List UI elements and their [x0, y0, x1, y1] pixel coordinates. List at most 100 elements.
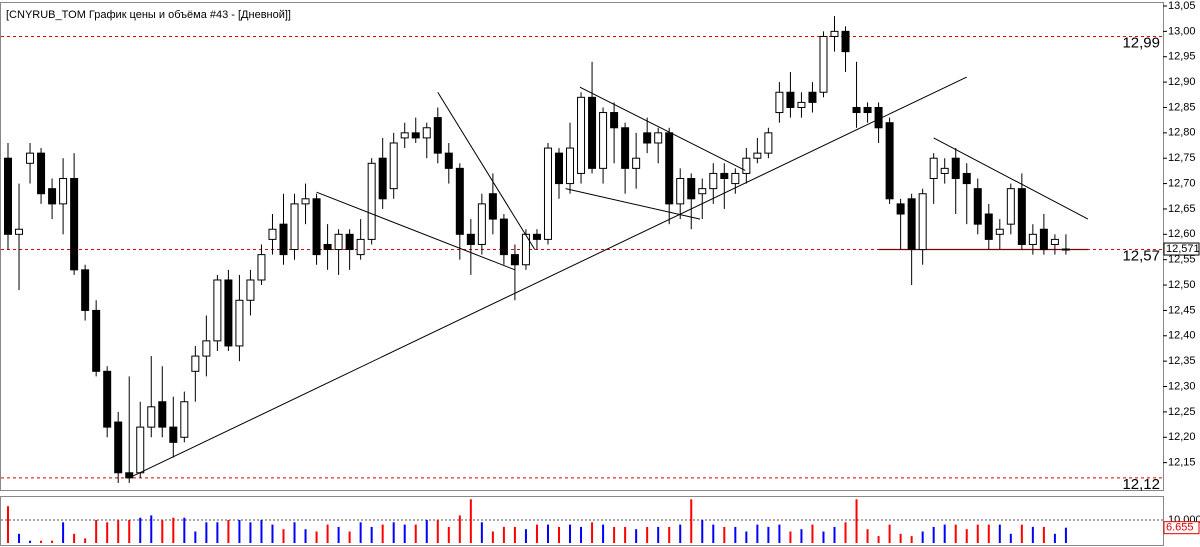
volume-bar — [51, 540, 54, 543]
volume-bar — [403, 524, 406, 543]
volume-bar — [734, 526, 737, 543]
candle-body — [246, 279, 255, 301]
candle-body — [797, 101, 806, 108]
candle-body — [422, 127, 431, 139]
volume-bar — [1042, 526, 1045, 543]
candle-body — [610, 112, 619, 129]
candle-body — [566, 147, 575, 185]
title-bg — [3, 7, 285, 23]
candle-body — [962, 172, 971, 185]
volume-bar — [580, 526, 583, 543]
volume-bar — [635, 529, 638, 543]
candle-body — [577, 96, 586, 174]
candle-body — [411, 132, 420, 139]
volume-bar — [469, 499, 472, 543]
volume-bar — [921, 531, 924, 543]
volume-bar — [767, 526, 770, 543]
y-tick-label: 12,20 — [1168, 431, 1196, 443]
volume-bar — [778, 524, 781, 543]
trendline — [933, 137, 1089, 220]
volume-bar — [425, 520, 428, 543]
candle-body — [984, 213, 993, 240]
candle-body — [279, 223, 288, 256]
candle-body — [312, 198, 321, 256]
volume-bar — [866, 529, 869, 543]
volume-bar — [1064, 527, 1067, 543]
volume-bar — [998, 524, 1001, 543]
volume-bar — [800, 529, 803, 543]
y-tick-label: 12,80 — [1168, 127, 1196, 139]
volume-bar — [811, 524, 814, 543]
candle-body — [896, 203, 905, 215]
candle-body — [599, 112, 608, 169]
candle-body — [808, 91, 817, 103]
candle-body — [477, 203, 486, 245]
volume-bar — [117, 520, 120, 543]
candle-body — [1028, 233, 1037, 245]
candle-body — [147, 406, 156, 428]
y-tick-label: 12,25 — [1168, 406, 1196, 418]
candle-body — [334, 233, 343, 251]
volume-bar — [370, 526, 373, 543]
candle-body — [698, 188, 707, 195]
candle-body — [257, 254, 266, 281]
candle-body — [918, 193, 927, 251]
volume-bar — [954, 524, 957, 543]
volume-bar — [359, 522, 362, 543]
y-tick-label: 12,55 — [1168, 254, 1196, 266]
candle-body — [863, 106, 872, 114]
volume-bar — [910, 536, 913, 543]
current-price-label: 12,571 — [1166, 243, 1200, 255]
volume-bar — [855, 499, 858, 543]
candle-body — [786, 91, 795, 108]
candle-body — [202, 340, 211, 357]
y-tick-label: 12,60 — [1168, 228, 1196, 240]
volume-bar — [513, 526, 516, 543]
volume-bar — [337, 526, 340, 543]
current-volume-label: 6.655 — [1166, 522, 1194, 534]
volume-bar — [260, 520, 263, 543]
volume-bar — [965, 529, 968, 543]
level-label: 12,12 — [1122, 476, 1160, 493]
candle-body — [103, 370, 112, 428]
candle-body — [709, 172, 718, 190]
volume-bar — [458, 515, 461, 543]
candle-body — [378, 157, 387, 200]
volume-bar — [62, 522, 65, 543]
volume-bar — [447, 526, 450, 543]
candle-body — [1006, 188, 1015, 225]
y-tick-label: 12,70 — [1168, 177, 1196, 189]
candle-body — [973, 188, 982, 225]
candle-body — [158, 401, 167, 428]
volume-bar — [899, 533, 902, 543]
candle-body — [4, 157, 12, 235]
volume-bar — [943, 524, 946, 543]
volume-bar — [7, 506, 9, 543]
candle-body — [1061, 248, 1070, 251]
volume-bar — [315, 531, 318, 543]
volume-bar — [18, 533, 21, 543]
volume-bar — [1020, 524, 1023, 543]
candle-body — [488, 193, 497, 220]
candle-body — [323, 243, 332, 251]
volume-bar — [249, 522, 252, 543]
candle-body — [301, 198, 310, 205]
candle-body — [676, 178, 685, 205]
volume-bar — [602, 524, 605, 543]
volume-bar — [238, 520, 241, 543]
volume-bar — [491, 531, 494, 543]
candle-body — [643, 132, 652, 144]
level-label: 12,57 — [1122, 248, 1160, 265]
candle-body — [114, 421, 123, 474]
volume-bar — [282, 529, 285, 543]
volume-bar — [723, 526, 726, 543]
y-tick-label: 12,30 — [1168, 380, 1196, 392]
y-tick-label: 13,00 — [1168, 25, 1196, 37]
candle-body — [764, 132, 773, 154]
volume-bar — [392, 522, 395, 543]
volume-bar — [194, 531, 197, 543]
volume-bar — [172, 517, 175, 543]
volume-bar — [304, 529, 307, 543]
volume-bar — [591, 522, 594, 543]
candle-body — [169, 426, 178, 443]
